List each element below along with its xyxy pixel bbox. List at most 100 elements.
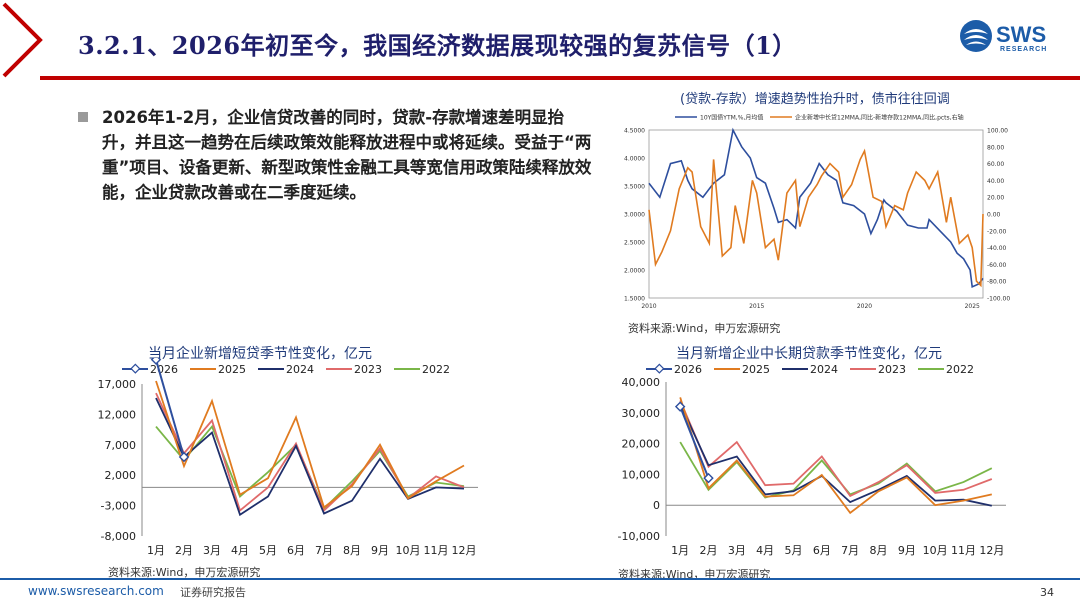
x-tick-label: 3月: [728, 544, 746, 557]
y-right-tick-label: -20.00: [987, 228, 1007, 235]
legend-label: 2024: [286, 363, 314, 376]
legend-label: 2022: [422, 363, 450, 376]
x-tick-label: 4月: [231, 544, 249, 557]
chevron-decoration-icon: [2, 2, 62, 80]
page-title: 3.2.1、2026年初至今，我国经济数据展现较强的复苏信号（1）: [78, 31, 797, 60]
legend-label: 企业新增中长贷12MMA,同比-新增存款12MMA,同比,pcts,右轴: [795, 114, 964, 122]
y-left-tick-label: 2.5000: [624, 240, 645, 247]
y-right-tick-label: 20.00: [987, 195, 1004, 202]
top-chart: 10Y国债YTM,%,月均值 企业新增中长贷12MMA,同比-新增存款12MMA,…: [624, 114, 1010, 311]
y-right-tick-label: 100.00: [987, 128, 1008, 135]
left-chart-source: 资料来源:Wind，申万宏源研究: [108, 566, 261, 579]
series-line: [679, 406, 710, 479]
y-tick-label: 20,000: [622, 438, 661, 451]
legend-label: 2023: [354, 363, 382, 376]
y-left-tick-label: 4.5000: [624, 128, 645, 135]
x-tick-label: 12月: [979, 544, 1004, 557]
logo-text: SWS: [996, 22, 1047, 47]
y-left-tick-label: 2.0000: [624, 268, 645, 275]
x-tick-label: 3月: [203, 544, 221, 557]
x-tick-label: 2月: [175, 544, 193, 557]
series-line: [155, 380, 465, 509]
top-chart-source: 资料来源:Wind，申万宏源研究: [628, 322, 781, 335]
y-tick-label: 12,000: [98, 408, 137, 421]
x-tick-label: 10月: [396, 544, 421, 557]
x-tick-label: 2010: [641, 303, 656, 310]
data-point: [150, 358, 162, 365]
x-tick-label: 2月: [700, 544, 718, 557]
x-tick-label: 5月: [259, 544, 277, 557]
y-left-tick-label: 1.5000: [624, 296, 645, 303]
y-right-tick-label: -80.00: [987, 279, 1007, 286]
page-number: 34: [1040, 586, 1054, 599]
footer-divider: [0, 578, 1080, 580]
series-line: [679, 403, 992, 507]
x-tick-label: 6月: [287, 544, 305, 557]
data-point: [178, 451, 190, 463]
series-line: [648, 127, 984, 288]
y-right-tick-label: -60.00: [987, 262, 1007, 269]
legend-label: 2024: [810, 363, 838, 376]
footer-doc-type: 证券研究报告: [180, 586, 246, 599]
header-bar: 3.2.1、2026年初至今，我国经济数据展现较强的复苏信号（1） SWS RE…: [0, 0, 1080, 80]
series-line: [155, 359, 185, 458]
y-right-tick-label: 80.00: [987, 144, 1004, 151]
y-tick-label: 10,000: [622, 468, 661, 481]
x-tick-label: 4月: [756, 544, 774, 557]
y-tick-label: 40,000: [622, 376, 661, 389]
y-tick-label: 2,000: [105, 469, 137, 482]
legend-marker: [130, 363, 141, 374]
x-tick-label: 2025: [965, 303, 980, 310]
x-tick-label: 11月: [424, 544, 449, 557]
x-tick-label: 8月: [870, 544, 888, 557]
y-right-tick-label: 40.00: [987, 178, 1004, 185]
y-left-tick-label: 3.0000: [624, 212, 645, 219]
legend-label: 2022: [946, 363, 974, 376]
legend-label: 2023: [878, 363, 906, 376]
y-right-tick-label: 60.00: [987, 161, 1004, 168]
y-right-tick-label: -100.00: [987, 296, 1010, 303]
y-tick-label: -3,000: [101, 500, 136, 513]
series-line: [155, 397, 465, 517]
y-left-tick-label: 3.5000: [624, 184, 645, 191]
left-chart-title: 当月企业新增短贷季节性变化，亿元: [148, 346, 372, 362]
logo-subtext: RESEARCH: [1000, 46, 1048, 53]
y-tick-label: 17,000: [98, 378, 137, 391]
y-tick-label: -8,000: [101, 530, 136, 543]
legend-label: 2025: [742, 363, 770, 376]
legend-label: 2026: [674, 363, 702, 376]
x-tick-label: 7月: [315, 544, 333, 557]
left-chart: 2026 2025 2024 2023 2022 17,000 12,000 7,000 2,0…: [98, 358, 478, 557]
x-tick-label: 9月: [898, 544, 916, 557]
x-tick-label: 1月: [671, 544, 689, 557]
x-tick-label: 10月: [923, 544, 948, 557]
header-divider: [60, 76, 1080, 80]
x-tick-label: 6月: [813, 544, 831, 557]
right-chart-title: 当月新增企业中长期贷款季节性变化，亿元: [676, 346, 942, 362]
x-tick-label: 12月: [452, 544, 477, 557]
y-tick-label: 7,000: [105, 439, 137, 452]
y-left-tick-label: 4.0000: [624, 156, 645, 163]
x-tick-label: 8月: [343, 544, 361, 557]
y-right-tick-label: 0.00: [987, 212, 1001, 219]
y-right-tick-label: -40.00: [987, 245, 1007, 252]
data-point: [703, 472, 714, 484]
x-tick-label: 7月: [841, 544, 859, 557]
legend-marker: [654, 363, 665, 374]
series-line: [155, 424, 465, 511]
x-tick-label: 2020: [857, 303, 872, 310]
x-tick-label: 5月: [785, 544, 803, 557]
x-tick-label: 1月: [147, 544, 165, 557]
series-line: [679, 400, 993, 498]
sws-logo-icon: [960, 20, 992, 52]
legend-label: 2025: [218, 363, 246, 376]
legend-label: 10Y国债YTM,%,月均值: [700, 114, 763, 122]
data-point: [674, 401, 686, 412]
right-chart: 2026 2025 2024 2023 2022 40,000 30,000 20,000 10…: [618, 363, 1006, 557]
x-tick-label: 2015: [749, 303, 764, 310]
footer-url-link[interactable]: www.swsresearch.com: [28, 584, 164, 598]
right-chart-source: 资料来源:Wind，申万宏源研究: [618, 568, 771, 581]
series-line: [648, 148, 984, 288]
y-tick-label: 30,000: [622, 407, 661, 420]
series-line: [679, 397, 992, 515]
